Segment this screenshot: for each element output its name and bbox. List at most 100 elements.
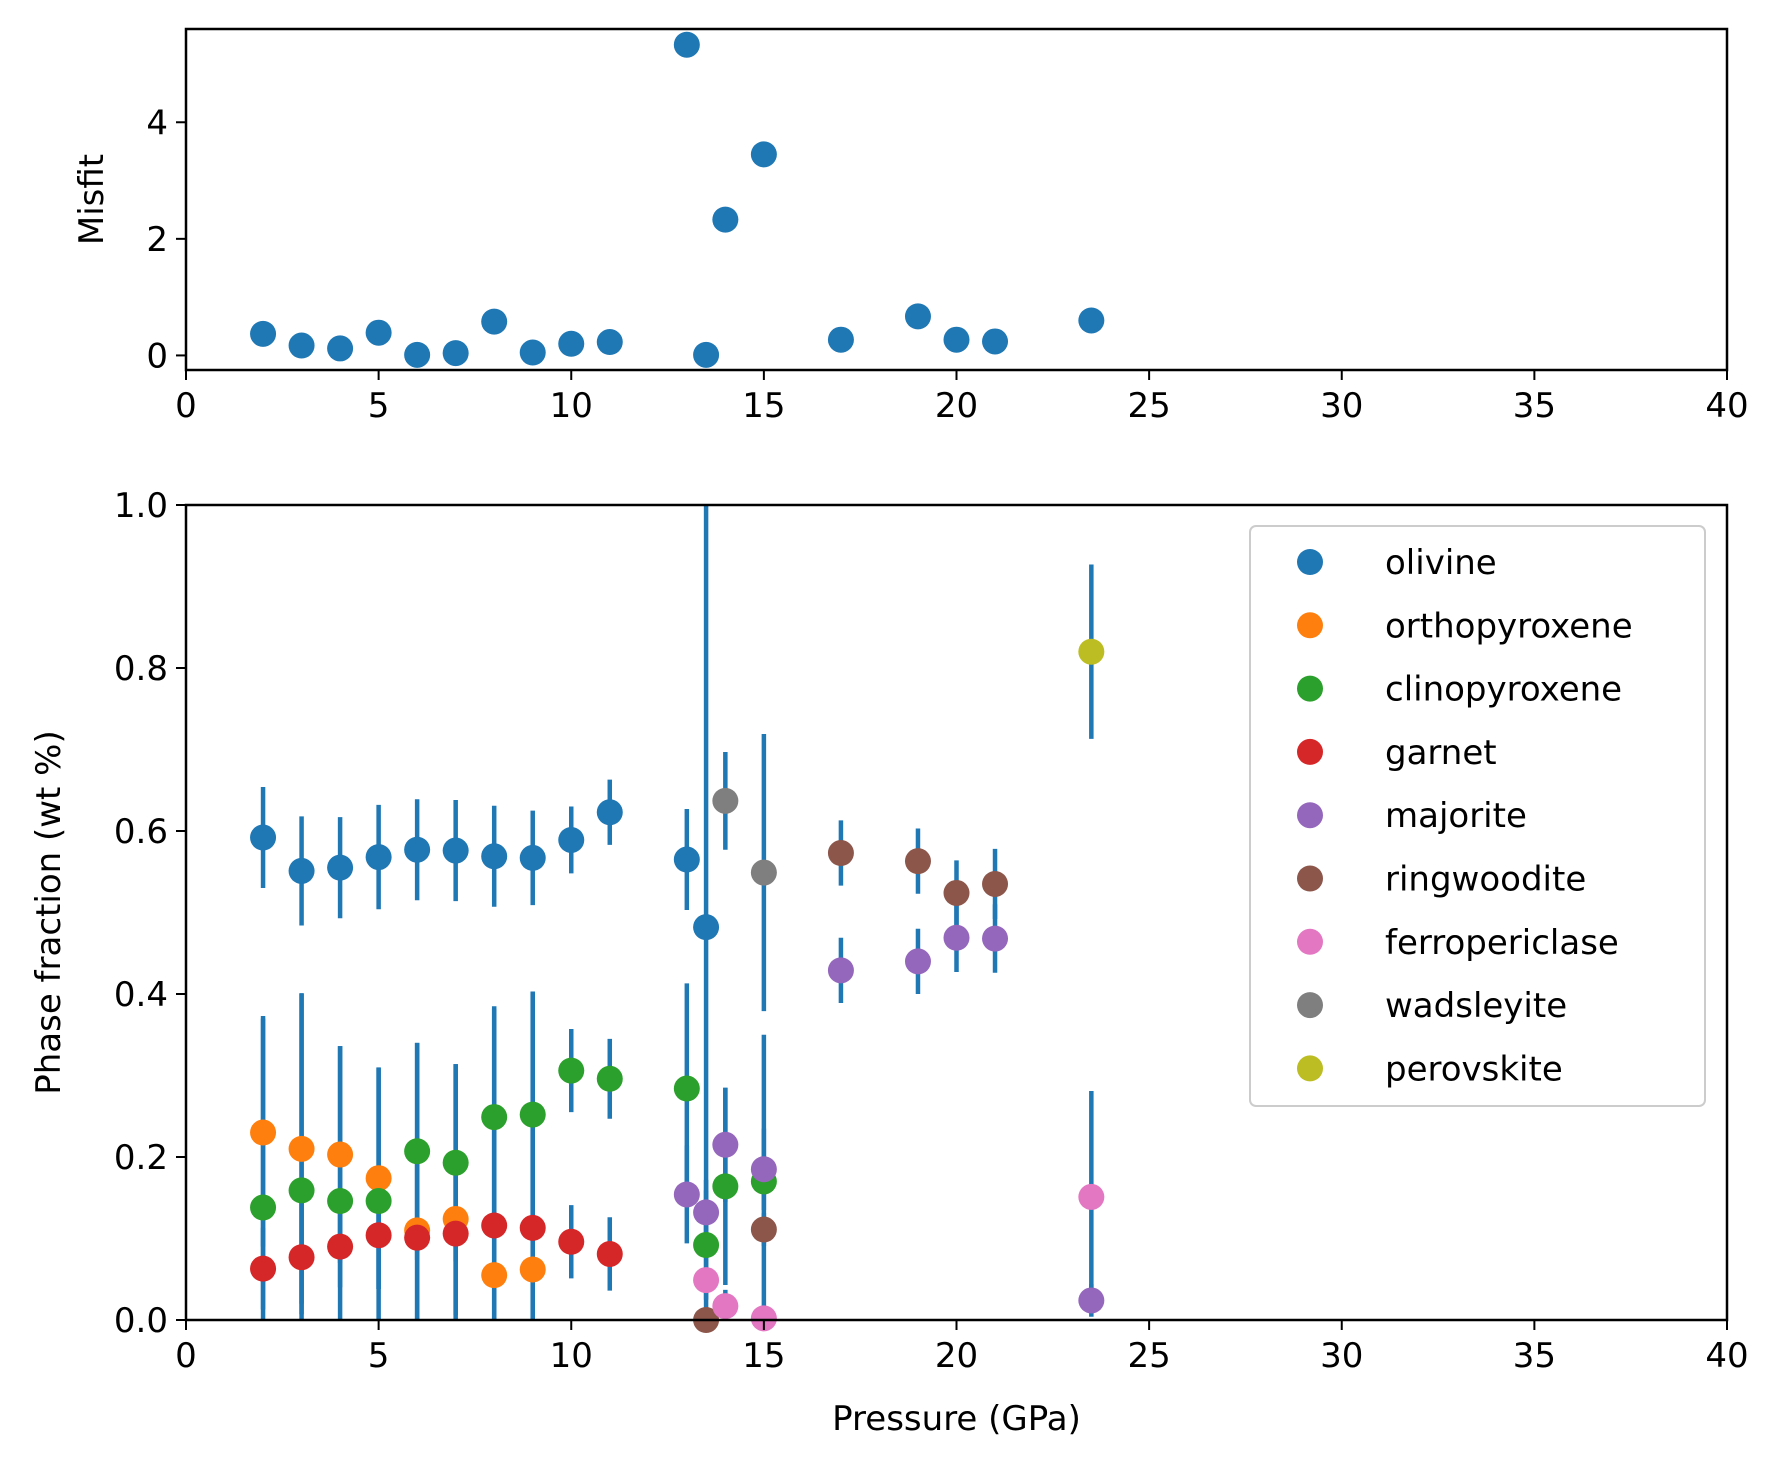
misfit-point: [288, 332, 315, 359]
point-clinopyroxene: [404, 1138, 431, 1165]
point-orthopyroxene: [327, 1141, 354, 1168]
phase-fraction-y-tick-label: 0.8: [114, 649, 168, 689]
misfit-y-axis-label: Misfit: [72, 154, 112, 245]
legend-label-wadsleyite: wadsleyite: [1385, 986, 1567, 1026]
phase-fraction-y-tick-label: 0.6: [114, 812, 168, 852]
legend: olivine orthopyroxene clinopyroxene garnet m…: [1249, 525, 1706, 1107]
phase-fraction-x-tick-label: 10: [550, 1336, 593, 1376]
phase-fraction-y-tick-label: 1.0: [114, 486, 168, 526]
phase-fraction-x-tick-label: 15: [742, 1336, 785, 1376]
legend-items: olivine orthopyroxene clinopyroxene garnet m…: [1297, 543, 1633, 1089]
misfit-point: [1078, 307, 1105, 334]
misfit-x-tick-label: 5: [368, 386, 390, 426]
point-clinopyroxene: [558, 1057, 585, 1084]
legend-marker-clinopyroxene: [1297, 675, 1323, 702]
point-majorite: [673, 1181, 700, 1208]
point-clinopyroxene: [327, 1188, 354, 1215]
misfit-x-tick-label: 0: [175, 386, 197, 426]
phase-fraction-marks: [250, 638, 1105, 1333]
legend-label-ferropericlase: ferropericlase: [1385, 923, 1619, 963]
legend-label-olivine: olivine: [1385, 543, 1497, 583]
misfit-x-tick-label: 10: [550, 386, 593, 426]
point-orthopyroxene: [519, 1256, 546, 1283]
point-olivine: [365, 844, 392, 871]
point-ringwoodite: [904, 848, 931, 875]
point-majorite: [750, 1156, 777, 1183]
legend-box: [1249, 525, 1706, 1107]
phase-fraction-y-axis: 0.0 0.2 0.4 0.6 0.8 1.0: [114, 486, 186, 1341]
point-clinopyroxene: [712, 1173, 739, 1200]
legend-label-garnet: garnet: [1385, 733, 1497, 773]
legend-label-orthopyroxene: orthopyroxene: [1385, 606, 1633, 646]
point-ferropericlase: [1078, 1183, 1105, 1210]
point-majorite: [943, 924, 970, 951]
phase-fraction-x-tick-label: 30: [1320, 1336, 1363, 1376]
point-garnet: [404, 1224, 431, 1251]
point-garnet: [365, 1222, 392, 1249]
misfit-point: [442, 340, 469, 367]
point-olivine: [250, 824, 277, 851]
point-clinopyroxene: [365, 1188, 392, 1215]
misfit-x-tick-label: 20: [935, 386, 978, 426]
legend-marker-ferropericlase: [1297, 928, 1323, 955]
misfit-point: [982, 328, 1009, 355]
point-garnet: [442, 1220, 469, 1247]
misfit-point: [519, 339, 546, 366]
phase-fraction-y-axis-label: Phase fraction (wt %): [29, 730, 69, 1095]
point-wadsleyite: [750, 859, 777, 886]
point-clinopyroxene: [288, 1177, 315, 1204]
misfit-y-tick-label: 4: [146, 103, 168, 143]
misfit-point: [904, 303, 931, 330]
point-ringwoodite: [750, 1216, 777, 1243]
misfit-point: [673, 31, 700, 58]
point-garnet: [519, 1214, 546, 1241]
point-clinopyroxene: [596, 1065, 623, 1092]
point-majorite: [712, 1131, 739, 1158]
point-olivine: [673, 846, 700, 873]
legend-label-perovskite: perovskite: [1385, 1049, 1563, 1089]
misfit-x-tick-label: 30: [1320, 386, 1363, 426]
phase-fraction-y-tick-label: 0.4: [114, 975, 168, 1015]
point-majorite: [904, 948, 931, 975]
misfit-point: [712, 206, 739, 233]
point-majorite: [693, 1199, 720, 1226]
point-garnet: [481, 1212, 508, 1239]
point-olivine: [288, 857, 315, 884]
misfit-point: [596, 329, 623, 356]
phase-fraction-x-axis: 0 5 10 15 20 25 30 35 40: [175, 1320, 1749, 1376]
misfit-point: [827, 326, 854, 353]
point-orthopyroxene: [288, 1135, 315, 1162]
phase-fraction-x-tick-label: 5: [368, 1336, 390, 1376]
point-ferropericlase: [712, 1293, 739, 1320]
misfit-x-tick-label: 35: [1513, 386, 1556, 426]
point-wadsleyite: [712, 787, 739, 814]
misfit-x-tick-label: 15: [742, 386, 785, 426]
legend-label-ringwoodite: ringwoodite: [1385, 860, 1586, 900]
phase-fraction-chart: 0 5 10 15 20 25 30 35 40 0.0 0.2 0.4 0.6 0.8 1.0 Pres…: [29, 486, 1749, 1439]
misfit-point: [250, 320, 277, 347]
point-ringwoodite: [827, 840, 854, 867]
point-clinopyroxene: [442, 1149, 469, 1176]
point-ringwoodite: [943, 879, 970, 906]
point-orthopyroxene: [481, 1262, 508, 1289]
legend-marker-garnet: [1297, 738, 1323, 765]
legend-marker-olivine: [1297, 549, 1323, 575]
legend-marker-wadsleyite: [1297, 992, 1323, 1019]
point-olivine: [596, 799, 623, 826]
misfit-y-axis: 0 2 4: [146, 103, 186, 376]
misfit-point: [693, 341, 720, 368]
point-garnet: [596, 1240, 623, 1267]
point-olivine: [442, 837, 469, 864]
point-garnet: [250, 1255, 277, 1282]
point-ferropericlase: [750, 1305, 777, 1332]
point-garnet: [327, 1233, 354, 1260]
misfit-chart: 0 5 10 15 20 25 30 35 40 0 2 4 Misfit: [72, 27, 1749, 426]
phase-fraction-x-tick-label: 25: [1127, 1336, 1170, 1376]
point-olivine: [519, 844, 546, 871]
misfit-y-tick-label: 2: [146, 220, 168, 260]
phase-fraction-x-tick-label: 20: [935, 1336, 978, 1376]
phase-fraction-x-axis-label: Pressure (GPa): [832, 1399, 1081, 1439]
point-clinopyroxene: [673, 1075, 700, 1102]
point-majorite: [982, 925, 1009, 952]
point-clinopyroxene: [693, 1232, 720, 1259]
